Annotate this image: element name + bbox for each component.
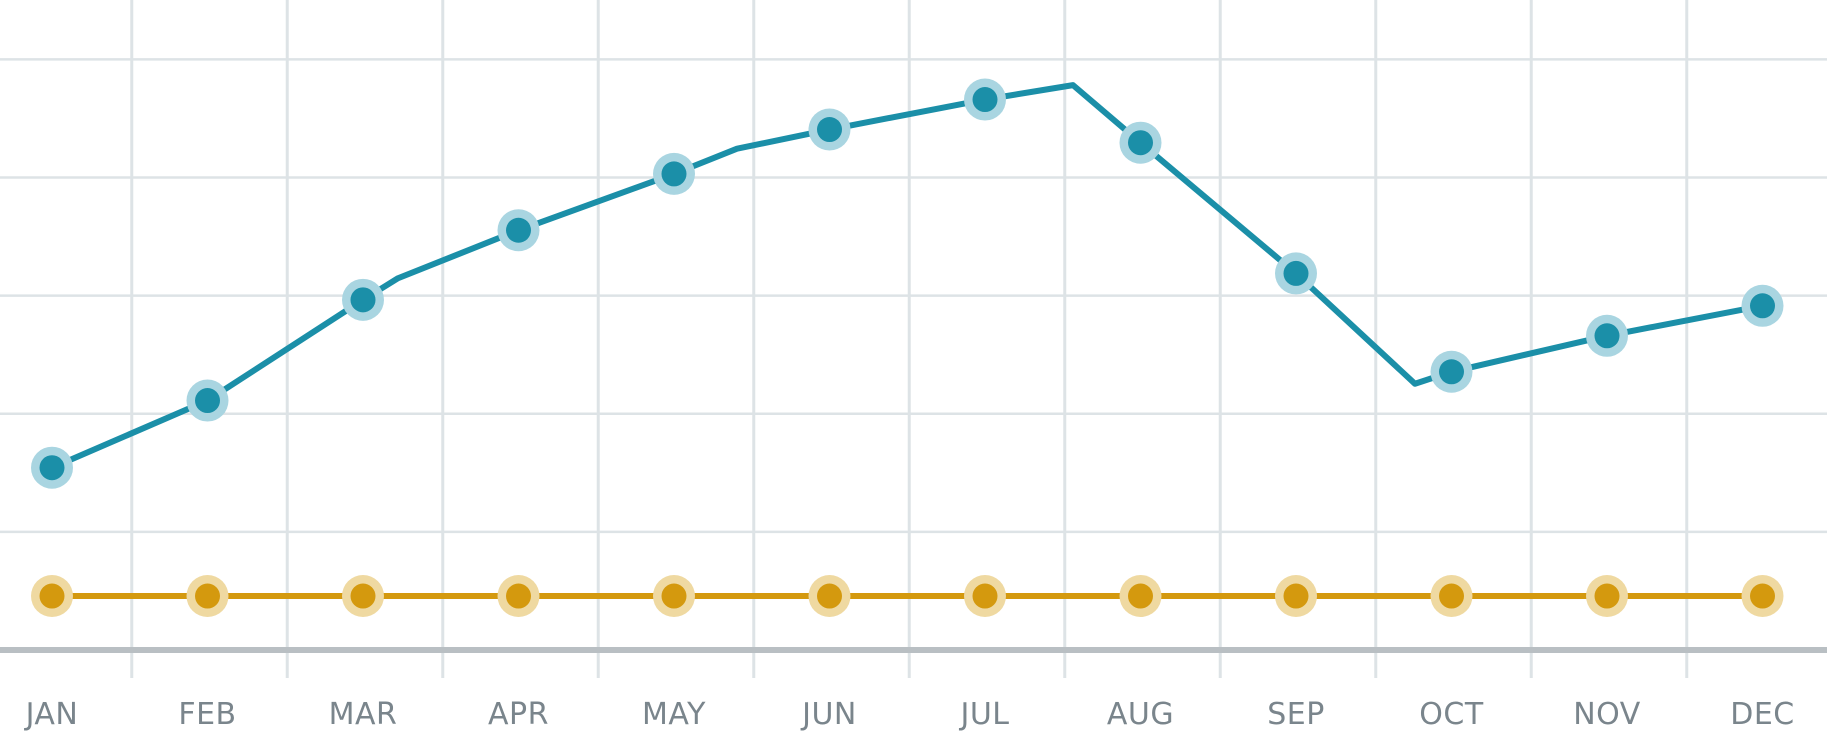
series-1-point (39, 455, 65, 481)
series-1-point (1750, 293, 1775, 319)
grid (0, 0, 1827, 678)
x-tick-label: JUN (800, 697, 857, 732)
x-tick-label: FEB (178, 697, 236, 732)
x-tick-label: MAR (329, 697, 398, 732)
series-1-line (50, 82, 1764, 471)
x-tick-label: JAN (24, 697, 79, 732)
series-2-point (1750, 583, 1775, 609)
series-1-point (972, 87, 998, 113)
series-group (31, 78, 1784, 618)
series-1-point (661, 161, 687, 187)
series-2-point (1283, 583, 1309, 609)
series-1-point (1128, 130, 1153, 156)
series-1-point (350, 287, 376, 313)
x-tick-label: NOV (1573, 697, 1641, 732)
x-tick-label: AUG (1107, 697, 1174, 732)
series-2-point (661, 583, 687, 609)
series-2-point (817, 583, 842, 609)
x-tick-labels: JAN FEB MAR APR MAY JUN JUL AUG SEP OCT NOV DEC (24, 697, 1795, 732)
series-1-point (506, 217, 531, 243)
series-1-point (195, 388, 220, 414)
series-2-point (506, 583, 531, 609)
series-1-point (817, 117, 842, 143)
series-2-point (195, 583, 220, 609)
x-tick-label: MAY (642, 697, 706, 732)
series-2-point (1594, 583, 1620, 609)
x-tick-label: DEC (1730, 697, 1795, 732)
series-2-point (39, 583, 65, 609)
x-tick-label: OCT (1419, 697, 1484, 732)
series-2-point (972, 583, 998, 609)
series-1-point (1283, 260, 1309, 286)
series-2-point (1128, 583, 1153, 609)
series-2-point (1439, 583, 1464, 609)
series-1-point (1594, 323, 1620, 349)
x-tick-label: SEP (1267, 697, 1325, 732)
series-1-point (1439, 359, 1464, 385)
x-tick-label: APR (488, 697, 549, 732)
x-tick-label: JUL (958, 697, 1009, 732)
series-2-point (350, 583, 376, 609)
